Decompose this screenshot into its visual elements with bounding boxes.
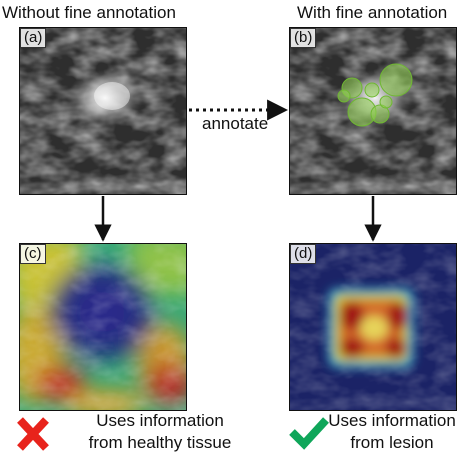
mammogram-image [20,28,186,194]
caption-lesion: Uses information from lesion [322,410,462,454]
header-without-annotation: Without fine annotation [2,3,176,22]
annotated-mammogram-image [290,28,456,194]
panel-label-b: (b) [290,28,317,48]
caption-left-line2: from healthy tissue [88,433,232,452]
heatmap-image [290,244,456,410]
panel-c-heatmap-healthy-tissue: (c) [19,243,187,411]
panel-label-c: (c) [20,244,46,264]
check-icon [289,417,329,450]
panel-b-annotated-mammogram: (b) [289,27,457,195]
panel-a-mammogram: (a) [19,27,187,195]
heatmap-image [20,244,186,410]
header-with-annotation: With fine annotation [297,3,448,22]
panel-d-heatmap-lesion: (d) [289,243,457,411]
panel-label-d: (d) [290,244,317,264]
caption-right-line2: from lesion [350,433,434,452]
annotate-label: annotate [202,114,269,133]
caption-right-line1: Uses information [328,411,456,430]
annotation-circles [337,63,413,127]
cross-icon [17,417,49,451]
caption-left-line1: Uses information [96,411,224,430]
panel-label-a: (a) [20,28,47,48]
caption-healthy-tissue: Uses information from healthy tissue [60,410,260,454]
